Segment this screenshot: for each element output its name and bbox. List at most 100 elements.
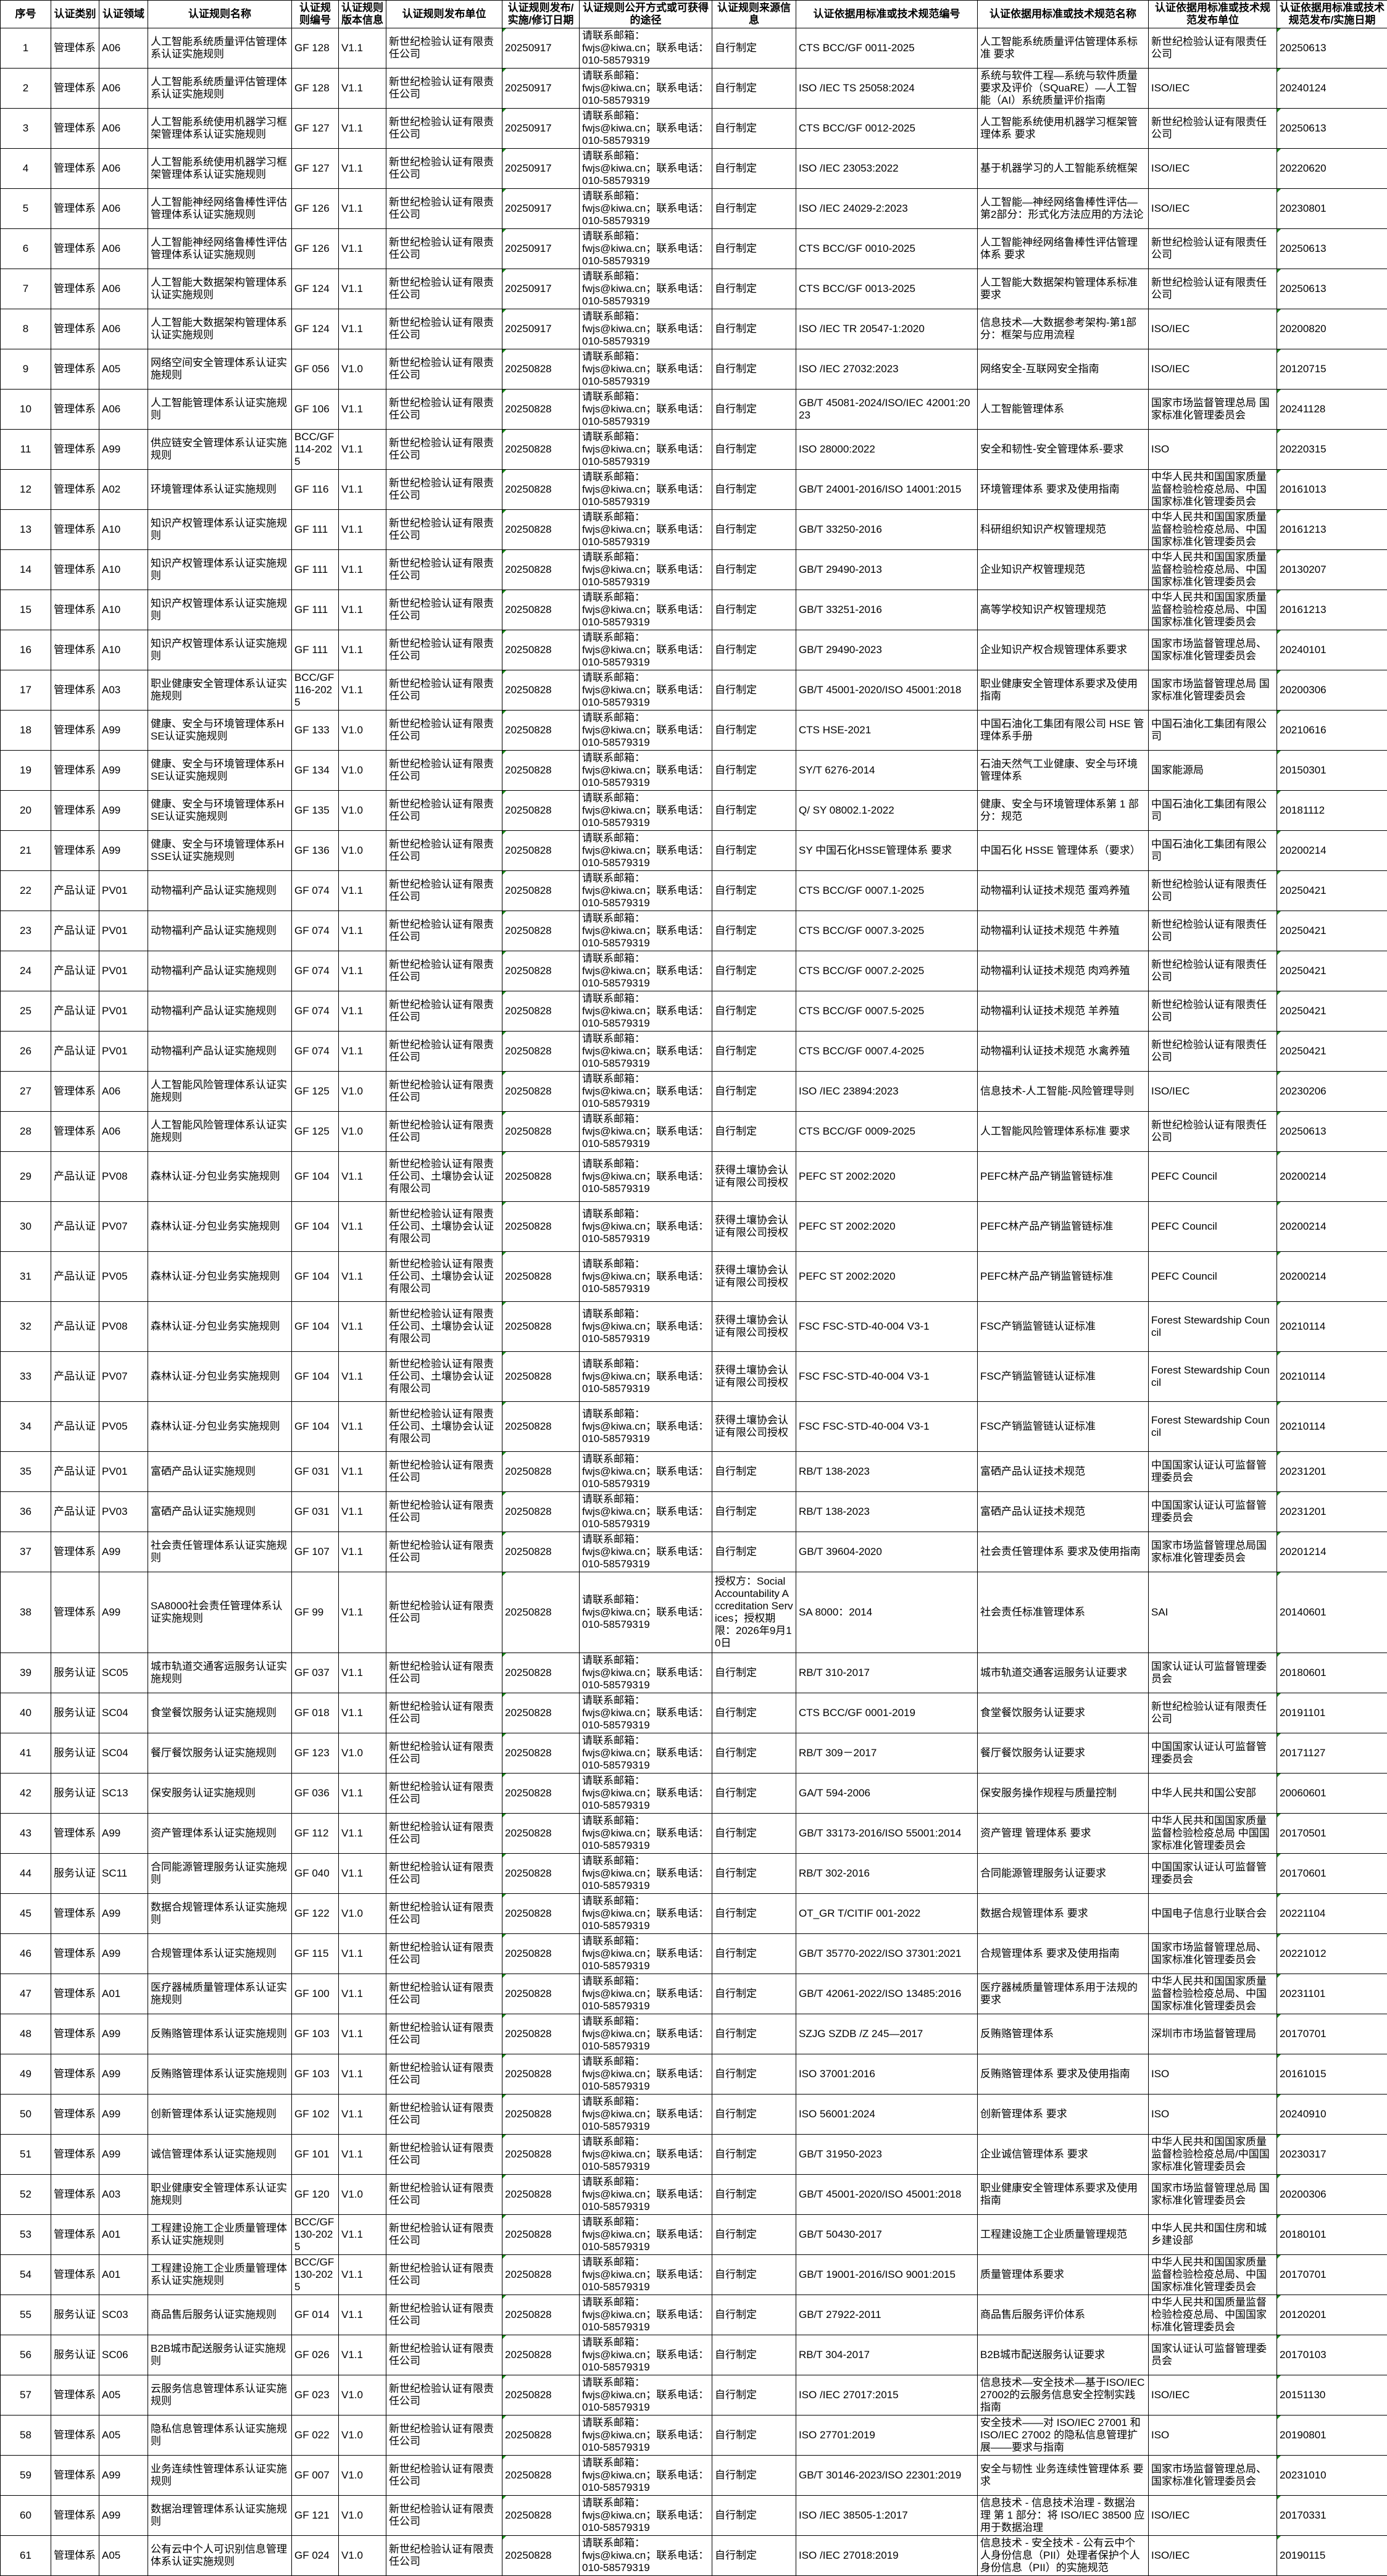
cell-standard-number: ISO /IEC 27032:2023 xyxy=(796,349,978,390)
cell-standard-number: GB/T 30146-2023/ISO 22301:2019 xyxy=(796,2456,978,2496)
cell-rule-version: V1.1 xyxy=(339,2295,386,2335)
cell-rule-version: V1.1 xyxy=(339,911,386,951)
cell-rule-name: 反贿赂管理体系认证实施规则 xyxy=(148,2054,292,2095)
cell-standard-number: RB/T 302-2016 xyxy=(796,1854,978,1894)
cell-standard-number: GB/T 35770-2022/ISO 37301:2021 xyxy=(796,1934,978,1974)
cell-rule-number: GF 023 xyxy=(292,2375,339,2416)
cell-rule-access: 请联系邮箱： fwjs@kiwa.cn；联系电话： 010-58579319 xyxy=(580,711,712,751)
cell-rule-source: 自行制定 xyxy=(712,28,796,69)
cell-cert-field: A03 xyxy=(99,670,148,711)
cell-seq-no: 39 xyxy=(1,1653,51,1693)
cell-standard-publisher: ISO/IEC xyxy=(1149,309,1277,349)
cell-standard-date: 20190801 xyxy=(1277,2416,1387,2456)
cell-standard-number: SY 中国石化HSSE管理体系 要求 xyxy=(796,831,978,871)
cell-rule-version: V1.1 xyxy=(339,1352,386,1402)
cell-rule-number: BCC/GF 114-2025 xyxy=(292,430,339,470)
cell-standard-publisher: 中华人民共和国国家质量监督检验检疫总局 中国国家标准化管理委员会 xyxy=(1149,1814,1277,1854)
cell-rule-name: 保安服务认证实施规则 xyxy=(148,1774,292,1814)
cell-rule-access: 请联系邮箱： fwjs@kiwa.cn；联系电话： 010-58579319 xyxy=(580,109,712,149)
cell-standard-number: CTS HSE-2021 xyxy=(796,711,978,751)
cell-rule-source: 自行制定 xyxy=(712,2175,796,2215)
cell-rule-source: 自行制定 xyxy=(712,1814,796,1854)
header-rule-source: 认证规则来源信息 xyxy=(712,1,796,28)
cell-seq-no: 18 xyxy=(1,711,51,751)
header-rule-number: 认证规则编号 xyxy=(292,1,339,28)
cell-rule-name: 城市轨道交通客运服务认证实施规则 xyxy=(148,1653,292,1693)
cell-rule-version: V1.1 xyxy=(339,189,386,229)
cell-rule-version: V1.0 xyxy=(339,1072,386,1112)
cell-standard-publisher: 国家市场监督管理总局 国家标准化管理委员会 xyxy=(1149,390,1277,430)
cell-standard-date: 20231201 xyxy=(1277,1492,1387,1532)
cell-rule-access: 请联系邮箱： fwjs@kiwa.cn；联系电话： 010-58579319 xyxy=(580,2416,712,2456)
cell-rule-name: 合同能源管理服务认证实施规则 xyxy=(148,1854,292,1894)
cell-rule-version: V1.1 xyxy=(339,1452,386,1492)
cell-standard-date: 20250613 xyxy=(1277,109,1387,149)
cell-rule-name: 反贿赂管理体系认证实施规则 xyxy=(148,2014,292,2054)
cell-rule-source: 自行制定 xyxy=(712,2416,796,2456)
cell-cert-category: 管理体系 xyxy=(51,309,99,349)
cell-standard-number: FSC FSC-STD-40-004 V3-1 xyxy=(796,1302,978,1352)
cell-rule-publisher: 新世纪检验认证有限责任公司 xyxy=(386,390,502,430)
cell-rule-version: V1.1 xyxy=(339,149,386,189)
cell-standard-number: CTS BCC/GF 0007.5-2025 xyxy=(796,991,978,1032)
cell-rule-number: GF 104 xyxy=(292,1202,339,1252)
cell-rule-access: 请联系邮箱： fwjs@kiwa.cn；联系电话： 010-58579319 xyxy=(580,510,712,550)
cell-rule-date: 20250917 xyxy=(502,109,580,149)
cell-cert-field: A10 xyxy=(99,630,148,670)
cell-rule-number: GF 007 xyxy=(292,2456,339,2496)
cell-rule-version: V1.1 xyxy=(339,2335,386,2375)
header-standard-number: 认证依据用标准或技术规范编号 xyxy=(796,1,978,28)
header-rule-publisher: 认证规则发布单位 xyxy=(386,1,502,28)
cell-standard-publisher: 国家市场监督管理总局、国家标准化管理委员会 xyxy=(1149,1934,1277,1974)
cell-rule-version: V1.1 xyxy=(339,1152,386,1202)
cell-rule-number: GF 126 xyxy=(292,189,339,229)
cell-standard-date: 20200306 xyxy=(1277,2175,1387,2215)
cell-standard-publisher: ISO xyxy=(1149,430,1277,470)
cell-rule-publisher: 新世纪检验认证有限责任公司 xyxy=(386,28,502,69)
cell-rule-name: 业务连续性管理体系认证实施规则 xyxy=(148,2456,292,2496)
cell-rule-publisher: 新世纪检验认证有限责任公司、土壤协会认证有限公司 xyxy=(386,1152,502,1202)
cell-standard-date: 20161213 xyxy=(1277,590,1387,630)
cell-cert-field: A05 xyxy=(99,349,148,390)
cell-rule-date: 20250828 xyxy=(502,1572,580,1653)
cell-standard-number: GB/T 45081-2024/ISO/IEC 42001:2023 xyxy=(796,390,978,430)
cell-rule-number: BCC/GF 130-2025 xyxy=(292,2255,339,2295)
cell-rule-access: 请联系邮箱： fwjs@kiwa.cn；联系电话： 010-58579319 xyxy=(580,1252,712,1302)
cell-standard-name: 信息技术 - 安全技术 - 公有云中个人身份信息（PII）处理者保护个人身份信息… xyxy=(978,2536,1149,2576)
cell-standard-name: 社会责任管理体系 要求及使用指南 xyxy=(978,1532,1149,1572)
cell-cert-field: A06 xyxy=(99,390,148,430)
cell-standard-date: 20250421 xyxy=(1277,1032,1387,1072)
cell-rule-publisher: 新世纪检验认证有限责任公司 xyxy=(386,2375,502,2416)
cell-standard-number: GB/T 33251-2016 xyxy=(796,590,978,630)
cell-rule-publisher: 新世纪检验认证有限责任公司 xyxy=(386,831,502,871)
cell-rule-version: V1.0 xyxy=(339,1733,386,1774)
cell-rule-version: V1.1 xyxy=(339,1032,386,1072)
cell-standard-publisher: 新世纪检验认证有限责任公司 xyxy=(1149,951,1277,991)
cell-rule-access: 请联系邮箱： fwjs@kiwa.cn；联系电话： 010-58579319 xyxy=(580,1733,712,1774)
cell-cert-field: SC04 xyxy=(99,1733,148,1774)
cell-seq-no: 51 xyxy=(1,2135,51,2175)
cell-rule-publisher: 新世纪检验认证有限责任公司 xyxy=(386,2456,502,2496)
cell-standard-date: 20161213 xyxy=(1277,510,1387,550)
cell-rule-number: GF 104 xyxy=(292,1302,339,1352)
cell-rule-access: 请联系邮箱： fwjs@kiwa.cn；联系电话： 010-58579319 xyxy=(580,1112,712,1152)
cell-standard-name: 合规管理体系 要求及使用指南 xyxy=(978,1934,1149,1974)
cell-rule-number: GF 022 xyxy=(292,2416,339,2456)
cell-standard-date: 20230801 xyxy=(1277,189,1387,229)
cell-rule-number: GF 123 xyxy=(292,1733,339,1774)
cell-seq-no: 44 xyxy=(1,1854,51,1894)
cell-rule-publisher: 新世纪检验认证有限责任公司 xyxy=(386,1974,502,2014)
cell-rule-date: 20250828 xyxy=(502,711,580,751)
cell-rule-name: 森林认证-分包业务实施规则 xyxy=(148,1402,292,1452)
cell-standard-publisher: 国家能源局 xyxy=(1149,751,1277,791)
cell-rule-publisher: 新世纪检验认证有限责任公司 xyxy=(386,470,502,510)
cell-cert-field: SC11 xyxy=(99,1854,148,1894)
cell-rule-source: 自行制定 xyxy=(712,1934,796,1974)
cell-rule-publisher: 新世纪检验认证有限责任公司 xyxy=(386,309,502,349)
